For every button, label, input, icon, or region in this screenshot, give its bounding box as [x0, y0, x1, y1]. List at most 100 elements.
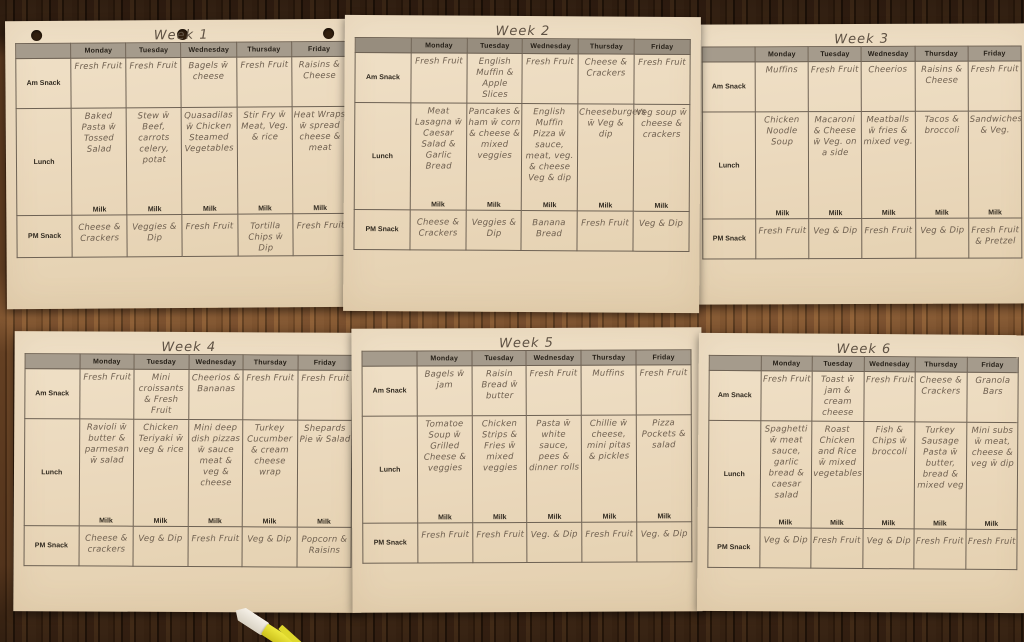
pm-cell: Veg & Dip: [242, 526, 297, 568]
handwritten-entry: Cheese & Crackers: [585, 57, 628, 79]
pm-cell: Fresh Fruit: [582, 522, 638, 563]
handwritten-entry: Banana Bread: [532, 218, 567, 240]
sheet-week-3: Week 3 Monday Tuesday Wednesday Thursday Fri…: [691, 23, 1024, 305]
pm-row: PM Snack Fresh Fruit Fresh Fruit Veg. & Dip…: [362, 521, 692, 564]
corner-cell: [355, 37, 412, 53]
handwritten-entry: Popcorn & Raisins: [301, 534, 347, 556]
pm-cell: Fresh Fruit: [577, 210, 634, 252]
row-label: Am Snack: [362, 365, 418, 417]
handwritten-entry: Fresh Fruit: [240, 59, 288, 71]
day-header: Friday: [966, 357, 1019, 373]
milk-label: Milk: [654, 202, 669, 210]
am-cell: Raisin Bread w̄ butter: [471, 365, 527, 416]
handwritten-entry: Cheerios & Bananas: [191, 372, 240, 395]
row-label: PM Snack: [353, 209, 411, 250]
handwritten-entry: Fresh Fruit: [475, 529, 524, 541]
handwritten-entry: Stew w̄ Beef, carrots celery, potat: [137, 110, 170, 166]
lunch-cell: Pancakes & ham w̄ corn & cheese & mixed …: [465, 103, 523, 211]
pm-cell: Fresh Fruit: [755, 218, 810, 259]
milk-label: Milk: [203, 205, 217, 213]
lunch-cell: Stir Fry w̄ Meat, Veg. & rice Milk: [236, 106, 293, 215]
day-header: Wednesday: [522, 38, 579, 54]
am-cell: Fresh Fruit: [242, 369, 298, 421]
lunch-cell: Ravioli w̄ butter & parmesan w̄ salad Mil…: [78, 418, 134, 527]
row-label: Lunch: [702, 111, 756, 220]
handwritten-entry: Meat Lasagna w̄ Caesar Salad & Garlic Br…: [414, 106, 462, 172]
lunch-cell: Chicken Strips & Fries w̄ mixed veggies M…: [471, 415, 528, 523]
pm-cell: Fresh Fruit & Pretzel: [968, 217, 1022, 259]
lunch-cell: Chillie w̄ cheese, mini pitas & pickles M…: [581, 415, 637, 523]
handwritten-entry: Roast Chicken and Rice w̄ mixed vegetabl…: [813, 424, 863, 480]
pm-cell: Fresh Fruit: [913, 528, 966, 570]
handwritten-entry: Veg. & Dip: [531, 529, 579, 541]
lunch-cell: Baked Pasta w̄ Tossed Salad Milk: [71, 107, 128, 216]
handwritten-entry: Chillie w̄ cheese, mini pitas & pickles: [587, 418, 632, 463]
handwritten-entry: Fresh Fruit: [639, 368, 688, 379]
handwritten-entry: Fresh Fruit: [585, 529, 634, 541]
lunch-cell: Meat Lasagna w̄ Caesar Salad & Garlic Br…: [410, 102, 467, 211]
day-header: Friday: [291, 41, 347, 57]
day-header: Monday: [411, 37, 467, 54]
lunch-cell: Meatballs w̄ fries & mixed veg. Milk: [861, 111, 916, 219]
lunch-cell: Heat Wraps w̄ spread cheese & meat Milk: [291, 106, 348, 214]
lunch-row: Lunch Meat Lasagna w̄ Caesar Salad & Garl…: [354, 102, 690, 212]
row-label: Am Snack: [354, 52, 412, 103]
pm-cell: Veg & Dip: [915, 218, 969, 259]
sheet-week-2: Week 2 Monday Tuesday Wednesday Thursday Fri…: [343, 14, 701, 314]
am-cell: Fresh Fruit: [634, 54, 691, 105]
lunch-cell: Turkey Cucumber & cream cheese wrap Milk: [242, 419, 298, 528]
handwritten-entry: Turkey Sausage Pasta w̄ butter, bread & …: [917, 425, 964, 491]
handwritten-entry: Fresh Fruit: [970, 64, 1019, 75]
handwritten-entry: Cheeseburgers w̄ Veg & dip: [579, 107, 647, 140]
handwritten-entry: Veg. & Dip: [640, 529, 688, 540]
table-header-row: Monday Tuesday Wednesday Thursday Friday: [25, 353, 353, 371]
milk-label: Milk: [602, 513, 617, 521]
handwritten-entry: Muffins: [592, 368, 626, 379]
pm-cell: Veg. & Dip: [527, 522, 583, 563]
am-row: Am Snack Muffins Fresh Fruit Cheerios Raisin…: [702, 60, 1022, 113]
am-cell: Fresh Fruit: [410, 52, 467, 104]
handwritten-entry: Chicken Noodle Soup: [764, 115, 800, 148]
handwritten-entry: Tortilla Chips w̄ Dip: [247, 221, 283, 254]
milk-label: Milk: [657, 513, 672, 521]
milk-label: Milk: [147, 206, 162, 214]
handwritten-entry: Veg & Dip: [639, 218, 684, 229]
milk-label: Milk: [984, 520, 999, 528]
handwritten-entry: Fresh Fruit: [414, 56, 463, 67]
pm-cell: Cheese & Crackers: [409, 209, 466, 251]
milk-label: Milk: [598, 202, 613, 210]
lunch-cell: Spaghetti w̄ meat sauce, garlic bread & …: [759, 420, 812, 529]
sheet-week-5: Week 5 Monday Tuesday Wednesday Thursday Fri…: [351, 327, 703, 613]
day-header: Friday: [967, 45, 1022, 62]
handwritten-entry: Veg & Dip: [919, 225, 965, 237]
am-cell: Fresh Fruit: [70, 57, 127, 109]
am-row: Am Snack Fresh Fruit Fresh Fruit Bagels w̄ …: [15, 56, 348, 109]
row-label: Lunch: [354, 102, 411, 210]
day-header: Thursday: [915, 356, 967, 373]
handwritten-entry: Fresh Fruit: [296, 220, 345, 232]
day-header: Tuesday: [471, 350, 527, 366]
milk-label: Milk: [438, 514, 452, 522]
day-header: Tuesday: [134, 354, 189, 370]
row-label: Lunch: [708, 420, 761, 528]
milk-label: Milk: [431, 201, 445, 209]
lunch-cell: Quasadilas w̄ Chicken Steamed Vegetables…: [181, 107, 238, 215]
day-header: Wednesday: [188, 354, 244, 370]
am-cell: Cheese & Crackers: [914, 371, 967, 423]
lunch-cell: Shepards Pie w̄ Salad Milk: [296, 420, 352, 528]
milk-label: Milk: [153, 517, 168, 525]
am-row: Am Snack Fresh Fruit English Muffin & Appl…: [354, 52, 691, 105]
lunch-cell: Fish & Chips w̄ broccoli Milk: [862, 421, 915, 529]
am-cell: Fresh Fruit: [760, 370, 813, 422]
handwritten-entry: Baked Pasta w̄ Tossed Salad: [81, 111, 117, 155]
pm-row: PM Snack Veg & Dip Fresh Fruit Veg & Dip Fre…: [707, 527, 1018, 570]
lunch-cell: Mini subs w̄ meat, cheese & veg w̄ dip Mi…: [965, 422, 1018, 530]
corner-cell: [709, 355, 761, 371]
day-header: Monday: [416, 350, 472, 366]
handwritten-entry: Fresh Fruit: [190, 533, 239, 545]
pm-row: PM Snack Cheese & crackers Veg & Dip Fresh …: [24, 525, 352, 568]
milk-label: Milk: [317, 518, 331, 526]
handwritten-entry: Macaroni & Cheese w̄ Veg. on a side: [813, 114, 858, 159]
am-cell: Muffins: [581, 365, 637, 416]
milk-label: Milk: [99, 517, 113, 525]
